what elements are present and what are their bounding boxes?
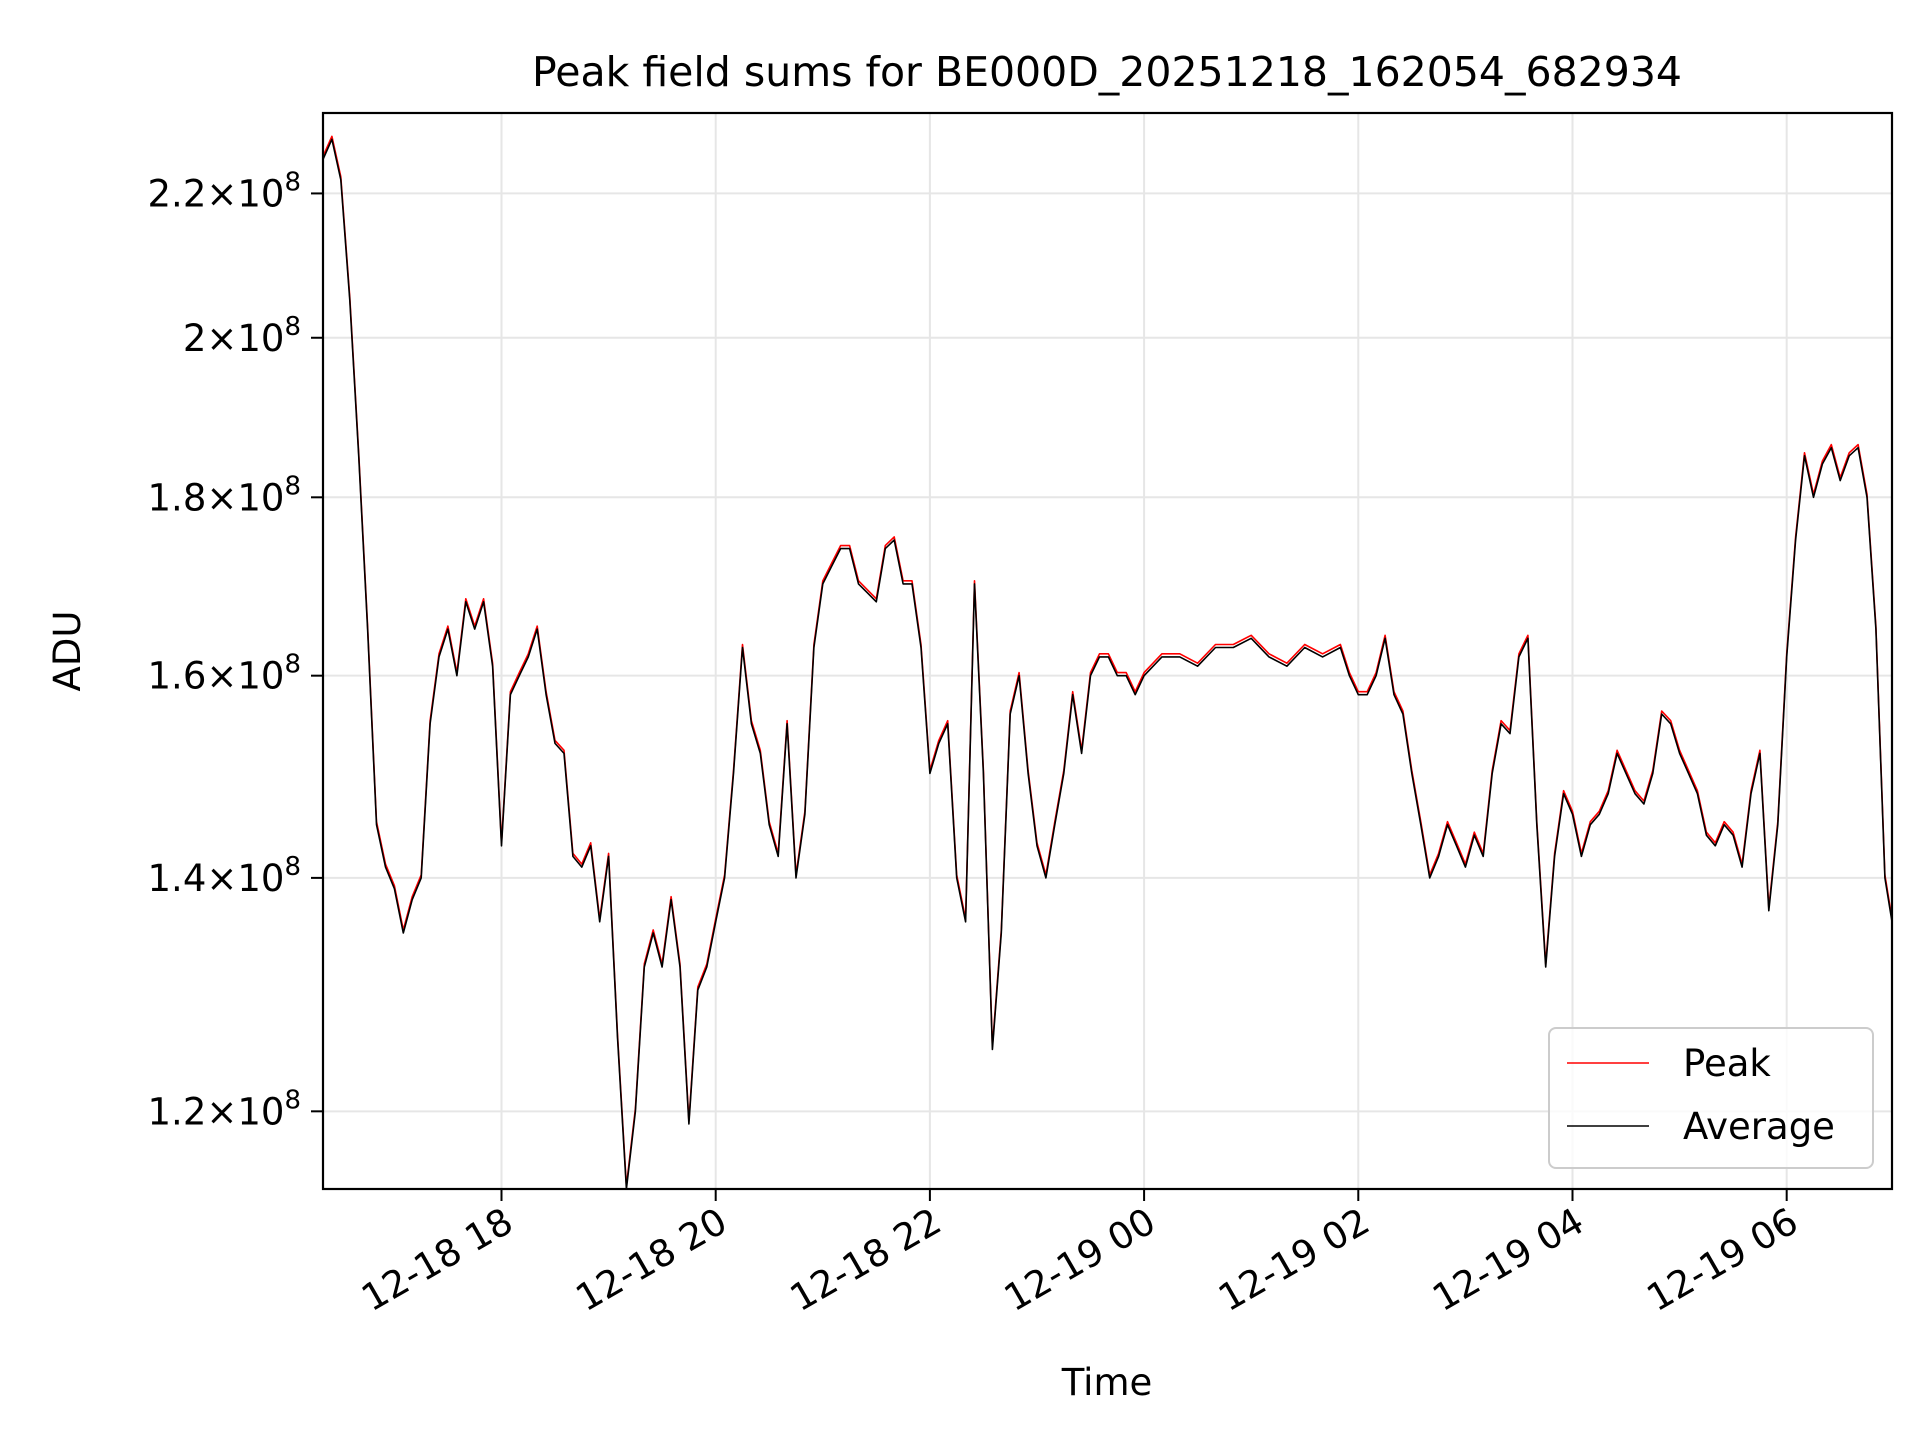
x-tick-label: 12-18 20 (569, 1200, 735, 1320)
x-axis-label: Time (1061, 1361, 1153, 1404)
x-tick-label: 12-19 00 (997, 1200, 1163, 1320)
plot-area-frame (321, 111, 1894, 1191)
legend-label-peak: Peak (1683, 1042, 1771, 1085)
y-tick-label: 1.2×108 (148, 1085, 301, 1133)
y-axis-label: ADU (46, 611, 89, 692)
y-tick-label: 1.6×108 (148, 650, 301, 698)
y-tick-label: 2×108 (183, 312, 301, 360)
series-lines (322, 135, 1893, 1190)
x-tick-label: 12-19 06 (1640, 1200, 1806, 1320)
x-tick-label: 12-19 04 (1425, 1200, 1591, 1320)
x-tick-label: 12-19 02 (1211, 1200, 1377, 1320)
grid (323, 113, 1892, 1189)
x-axis-ticks: 12-18 18 12-18 20 12-18 22 12-19 00 12-19 02… (354, 1189, 1805, 1320)
legend: Peak Average (1548, 1027, 1874, 1169)
y-tick-label: 1.8×108 (148, 471, 301, 519)
x-tick-label: 12-18 22 (783, 1200, 949, 1320)
y-axis-ticks: 1.2×108 1.4×108 1.6×108 1.8×108 2×108 2.2×108 (148, 167, 323, 1133)
y-tick-label: 2.2×108 (148, 167, 301, 215)
chart-title: Peak field sums for BE000D_20251218_1620… (532, 48, 1682, 96)
x-tick-label: 12-18 18 (354, 1200, 520, 1320)
legend-label-average: Average (1683, 1105, 1835, 1148)
series-line-average (322, 138, 1893, 1190)
y-tick-label: 1.4×108 (148, 852, 301, 900)
